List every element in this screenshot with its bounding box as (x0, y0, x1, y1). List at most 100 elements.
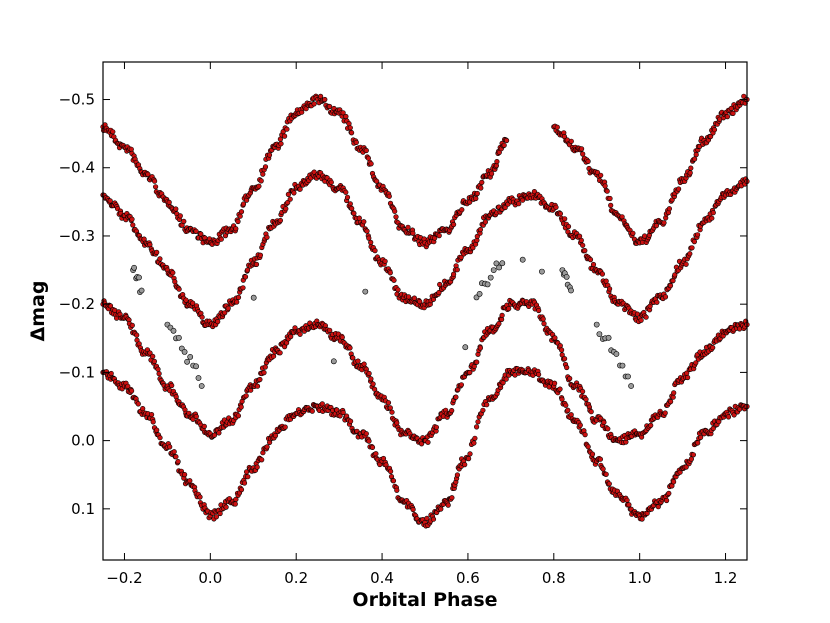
data-point (138, 287, 145, 294)
data-point (364, 228, 370, 234)
data-point (285, 191, 292, 197)
data-point (107, 198, 113, 204)
data-point (217, 510, 223, 517)
data-point (582, 432, 588, 438)
data-point (374, 178, 380, 184)
data-point (596, 331, 603, 337)
data-point (242, 274, 249, 280)
data-point (605, 426, 611, 432)
data-point (190, 300, 196, 306)
data-point (271, 353, 277, 359)
data-point (624, 497, 630, 503)
data-point (519, 256, 526, 263)
data-point (145, 171, 151, 177)
data-point (131, 264, 137, 271)
data-point (181, 218, 187, 224)
data-point (173, 454, 179, 460)
data-point (536, 307, 542, 314)
data-point (346, 120, 352, 127)
data-point (684, 374, 691, 381)
data-point (250, 294, 257, 301)
data-point (282, 133, 288, 139)
data-point (638, 317, 644, 323)
data-point (237, 213, 243, 219)
data-point (390, 478, 397, 484)
data-point (153, 184, 159, 190)
data-point (297, 331, 303, 337)
data-point (671, 390, 677, 396)
data-point (462, 462, 468, 468)
data-point (327, 103, 333, 110)
data-point (502, 204, 508, 211)
data-point (136, 274, 142, 281)
data-point (287, 196, 293, 202)
data-point (327, 327, 333, 333)
data-point (175, 459, 181, 465)
data-point (430, 516, 437, 522)
data-point (195, 375, 202, 381)
data-point (388, 468, 394, 475)
data-point (568, 412, 574, 418)
data-point (362, 288, 369, 295)
data-point (605, 334, 612, 341)
data-point (499, 312, 505, 319)
data-point (493, 260, 500, 267)
data-point (218, 236, 224, 242)
data-point (368, 376, 374, 382)
data-point (372, 248, 378, 254)
data-point (167, 444, 173, 450)
data-point (553, 204, 559, 210)
data-point (639, 516, 645, 522)
data-point (368, 161, 374, 167)
data-point (233, 226, 239, 232)
data-point (392, 208, 398, 214)
data-point (459, 207, 465, 213)
data-point (254, 383, 261, 389)
data-point (347, 125, 353, 131)
data-point (582, 248, 588, 254)
data-point (628, 383, 634, 389)
data-point (328, 179, 334, 185)
data-point (284, 126, 290, 132)
data-point (264, 234, 270, 240)
data-point (366, 370, 372, 377)
data-point (693, 152, 699, 158)
data-point (130, 222, 136, 228)
data-point (297, 186, 303, 192)
data-point (129, 322, 135, 329)
data-point (322, 96, 328, 103)
data-point (467, 199, 473, 205)
data-point (366, 235, 372, 241)
data-point (687, 170, 693, 176)
data-point (438, 506, 444, 512)
data-point (353, 139, 359, 145)
data-point (187, 353, 194, 360)
data-point (503, 376, 509, 382)
data-point (688, 456, 695, 462)
data-point (479, 179, 485, 185)
data-point (449, 495, 455, 501)
data-point (385, 400, 392, 406)
data-point (590, 261, 597, 268)
data-point (578, 146, 585, 152)
data-point (474, 359, 480, 365)
data-point (125, 383, 131, 389)
data-point (688, 165, 694, 171)
data-point (238, 404, 244, 410)
data-point (240, 285, 246, 291)
data-point (193, 363, 199, 370)
data-point (675, 186, 682, 192)
x-tick-label: 0.4 (370, 569, 394, 587)
data-point (579, 388, 586, 395)
data-point (223, 504, 229, 510)
data-point (262, 364, 268, 370)
data-point (424, 515, 430, 522)
data-point (155, 366, 161, 372)
data-point (406, 294, 412, 300)
data-point (347, 345, 353, 351)
data-point (475, 419, 481, 425)
data-point (472, 435, 478, 441)
data-point (551, 380, 558, 386)
data-point (519, 197, 526, 203)
y-tick-label: 0.1 (71, 500, 95, 518)
